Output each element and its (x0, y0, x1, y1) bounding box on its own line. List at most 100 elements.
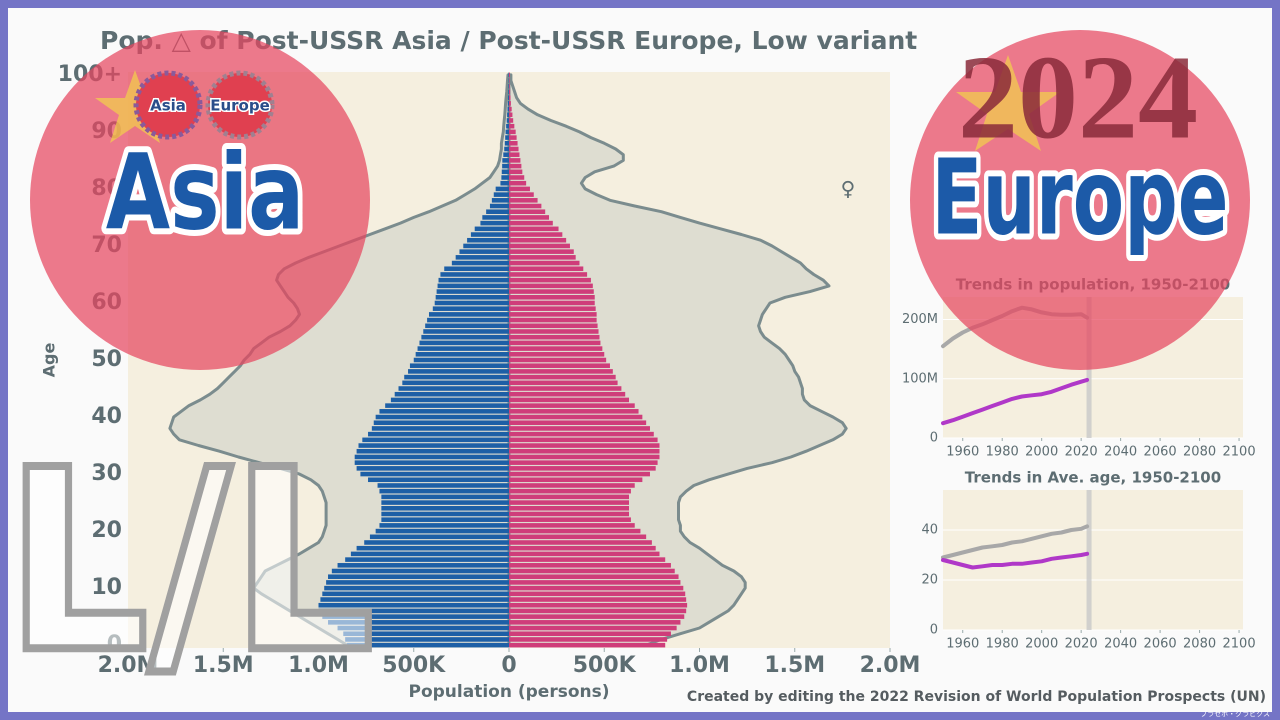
x-tick-label: 2080 (1183, 445, 1216, 460)
y-tick-label: 30 (91, 461, 122, 486)
bar (509, 426, 650, 431)
bar (354, 460, 509, 465)
bar (509, 243, 570, 249)
bar (419, 340, 509, 346)
bar (504, 146, 509, 152)
year-label: 2024 (958, 31, 1198, 164)
bar (360, 471, 509, 477)
bar (509, 78, 510, 83)
y-tick-label: 50 (91, 347, 122, 372)
bar (509, 209, 546, 215)
bar (509, 340, 601, 346)
x-tick-label: 2.0M (98, 653, 159, 678)
x-tick-label: 2060 (1144, 637, 1177, 652)
bar (428, 312, 509, 317)
bar (318, 608, 509, 614)
bar (509, 135, 517, 140)
bar (467, 237, 509, 243)
bar (508, 72, 509, 78)
x-tick-label: 500K (573, 653, 637, 678)
bar (509, 454, 660, 460)
legend-label: ♀ (841, 177, 856, 201)
bar (502, 163, 509, 169)
bar (509, 289, 594, 294)
bar (509, 101, 511, 106)
bar (438, 277, 509, 283)
bar (509, 237, 567, 243)
bar (509, 448, 660, 454)
bar (509, 374, 616, 380)
bar (509, 329, 599, 334)
bar (509, 403, 635, 408)
bar (326, 580, 509, 585)
bar (470, 232, 509, 237)
bar (509, 83, 510, 89)
bar (509, 266, 584, 272)
x-tick-label: 1.0M (288, 653, 349, 678)
credit: Created by editing the 2022 Revision of … (687, 689, 1266, 705)
bar (328, 574, 509, 579)
bar (509, 249, 574, 254)
bar (501, 175, 509, 180)
bar (509, 574, 679, 579)
bar (337, 563, 509, 568)
bar (402, 380, 509, 386)
bar (509, 460, 658, 465)
europe-label: Europe (931, 138, 1228, 259)
bar (444, 266, 509, 272)
x-axis-label: Population (persons) (408, 682, 609, 702)
bar (427, 317, 509, 323)
y-tick-label: 20 (921, 573, 938, 588)
charts: Pop. △ of Post-USSR Asia / Post-USSR Eur… (40, 26, 1256, 702)
bar (509, 260, 580, 266)
bar (509, 129, 516, 135)
bar (509, 551, 660, 557)
x-tick-label: 0 (501, 653, 516, 678)
badge (205, 70, 275, 140)
bar (381, 494, 509, 500)
bar (509, 625, 677, 631)
bar (509, 409, 639, 414)
bar (506, 118, 509, 123)
bar (509, 488, 631, 494)
bar (508, 95, 509, 100)
bar (394, 391, 509, 397)
asia-label: Asia (106, 134, 305, 254)
bar (509, 123, 515, 129)
bar (381, 511, 509, 517)
badge-label: Europe (210, 97, 270, 115)
bar (482, 215, 509, 220)
bar (509, 346, 603, 351)
bar (501, 169, 509, 175)
bar (385, 403, 509, 408)
bar (509, 602, 688, 608)
badge (133, 70, 203, 140)
bar (509, 397, 630, 403)
bar (505, 129, 509, 135)
bar (509, 294, 595, 300)
bar (425, 323, 509, 329)
bar (509, 443, 660, 448)
bar (509, 540, 652, 545)
x-tick-label: 1980 (986, 637, 1019, 652)
bar (509, 523, 635, 528)
bar (489, 203, 509, 209)
bar (509, 505, 630, 511)
star (956, 55, 1060, 151)
bar (509, 306, 596, 311)
bar (435, 294, 509, 300)
bar (436, 289, 509, 294)
bar (502, 158, 509, 163)
bar (350, 551, 509, 557)
x-tick-label: 2100 (1223, 637, 1256, 652)
x-tick-label: 2020 (1065, 445, 1098, 460)
bar (337, 625, 509, 631)
bar (322, 614, 509, 619)
bar (354, 454, 509, 460)
bar (509, 585, 684, 591)
line (941, 377, 1090, 426)
bar (369, 534, 509, 540)
bar (493, 192, 509, 197)
x-tick-label: 2020 (1065, 637, 1098, 652)
